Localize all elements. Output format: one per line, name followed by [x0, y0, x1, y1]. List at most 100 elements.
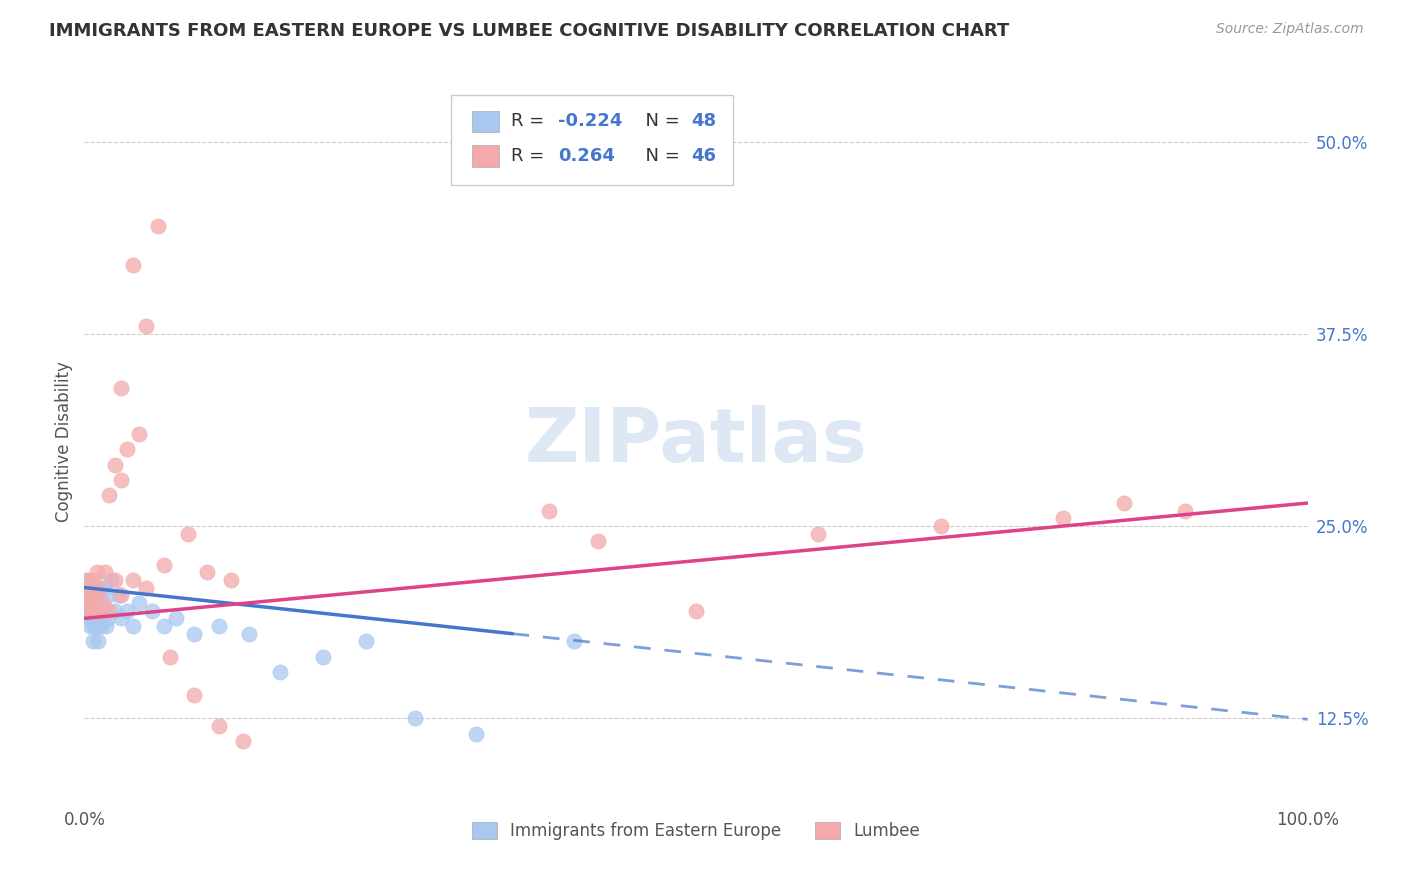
- Point: [183, 688, 205, 702]
- Legend: Immigrants from Eastern Europe, Lumbee: Immigrants from Eastern Europe, Lumbee: [464, 814, 928, 848]
- Point: [562, 634, 585, 648]
- Point: [83, 604, 105, 618]
- Point: [110, 381, 132, 395]
- Point: [354, 634, 377, 648]
- Point: [90, 619, 112, 633]
- Text: R =: R =: [512, 147, 555, 165]
- Point: [153, 619, 176, 633]
- Point: [128, 426, 150, 441]
- Point: [122, 573, 145, 587]
- Point: [79, 581, 101, 595]
- Text: IMMIGRANTS FROM EASTERN EUROPE VS LUMBEE COGNITIVE DISABILITY CORRELATION CHART: IMMIGRANTS FROM EASTERN EUROPE VS LUMBEE…: [49, 22, 1010, 40]
- Point: [82, 634, 104, 648]
- Point: [97, 488, 120, 502]
- Point: [128, 596, 150, 610]
- Point: [86, 565, 108, 579]
- Point: [183, 626, 205, 640]
- Point: [110, 588, 132, 602]
- Point: [104, 573, 127, 587]
- Point: [1114, 496, 1136, 510]
- Text: -0.224: -0.224: [558, 112, 621, 130]
- Point: [93, 581, 115, 595]
- Point: [312, 649, 335, 664]
- Point: [177, 526, 200, 541]
- Point: [84, 581, 107, 595]
- Point: [404, 711, 426, 725]
- Point: [80, 596, 103, 610]
- Text: 46: 46: [692, 147, 716, 165]
- Point: [135, 581, 157, 595]
- Point: [77, 611, 100, 625]
- Point: [232, 734, 254, 748]
- Text: N =: N =: [634, 147, 685, 165]
- Text: ZIPatlas: ZIPatlas: [524, 405, 868, 478]
- Point: [94, 565, 117, 579]
- Point: [77, 596, 100, 610]
- Point: [208, 619, 231, 633]
- Point: [77, 573, 100, 587]
- Text: N =: N =: [634, 112, 685, 130]
- Point: [87, 634, 110, 648]
- Point: [97, 611, 120, 625]
- Point: [87, 596, 110, 610]
- Point: [269, 665, 291, 680]
- Point: [153, 558, 176, 572]
- Point: [97, 604, 120, 618]
- Point: [104, 604, 127, 618]
- Point: [79, 619, 101, 633]
- Point: [77, 596, 100, 610]
- FancyBboxPatch shape: [472, 145, 499, 167]
- Point: [159, 649, 181, 664]
- Text: 48: 48: [692, 112, 716, 130]
- Point: [685, 604, 707, 618]
- Point: [84, 611, 107, 625]
- Point: [195, 565, 218, 579]
- Text: Source: ZipAtlas.com: Source: ZipAtlas.com: [1216, 22, 1364, 37]
- Point: [76, 604, 98, 618]
- Point: [75, 573, 97, 587]
- Point: [238, 626, 260, 640]
- Point: [91, 596, 114, 610]
- Point: [807, 526, 830, 541]
- Point: [83, 604, 105, 618]
- Point: [94, 604, 117, 618]
- Point: [97, 588, 120, 602]
- Point: [115, 604, 138, 618]
- Point: [135, 319, 157, 334]
- Point: [165, 611, 187, 625]
- Y-axis label: Cognitive Disability: Cognitive Disability: [55, 361, 73, 522]
- Point: [122, 619, 145, 633]
- Point: [1174, 504, 1197, 518]
- Point: [84, 588, 107, 602]
- Point: [77, 604, 100, 618]
- Point: [110, 611, 132, 625]
- Point: [75, 588, 97, 602]
- FancyBboxPatch shape: [472, 111, 499, 132]
- Point: [141, 604, 163, 618]
- Point: [77, 581, 100, 595]
- Point: [80, 611, 103, 625]
- Point: [929, 519, 952, 533]
- Point: [107, 588, 129, 602]
- FancyBboxPatch shape: [451, 95, 733, 185]
- Point: [82, 596, 104, 610]
- Point: [79, 604, 101, 618]
- Point: [104, 458, 127, 472]
- Point: [538, 504, 561, 518]
- Point: [87, 604, 110, 618]
- Point: [122, 258, 145, 272]
- Point: [146, 219, 169, 234]
- Point: [87, 604, 110, 618]
- Point: [115, 442, 138, 457]
- Point: [82, 573, 104, 587]
- Point: [586, 534, 609, 549]
- Point: [464, 726, 486, 740]
- Point: [208, 719, 231, 733]
- Point: [76, 604, 98, 618]
- Point: [83, 619, 105, 633]
- Point: [1052, 511, 1074, 525]
- Point: [76, 588, 98, 602]
- Point: [86, 588, 108, 602]
- Text: 0.264: 0.264: [558, 147, 614, 165]
- Point: [100, 573, 122, 587]
